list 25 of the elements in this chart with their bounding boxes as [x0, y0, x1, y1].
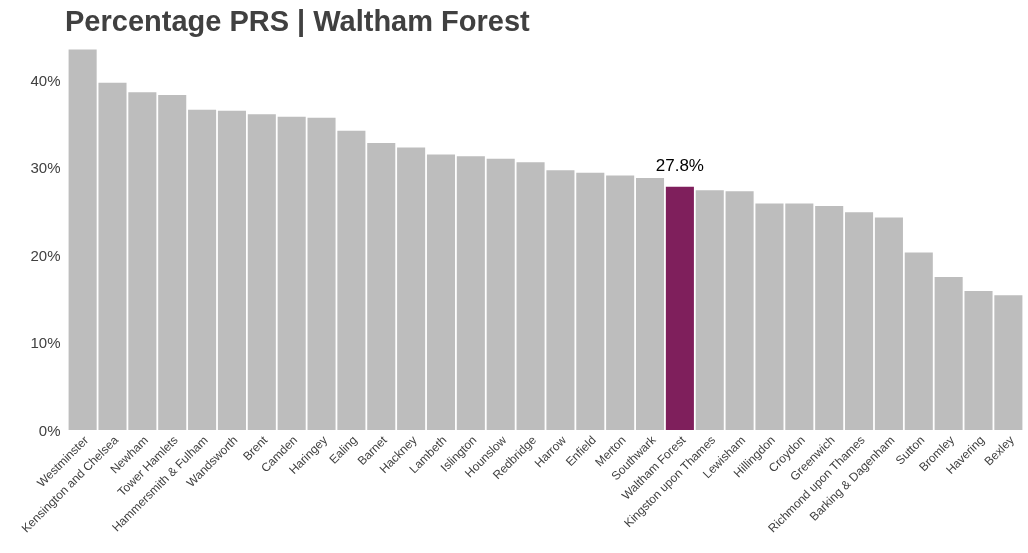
data-label: 27.8%	[655, 155, 704, 175]
chart-title: Percentage PRS | Waltham Forest	[65, 5, 531, 37]
bar	[217, 110, 246, 430]
bar	[426, 154, 456, 430]
y-tick-label: 10%	[30, 334, 61, 351]
bar	[695, 190, 724, 430]
bar	[815, 206, 844, 430]
bar	[576, 172, 605, 430]
bar	[247, 114, 276, 430]
bar	[635, 178, 665, 430]
y-tick-label: 0%	[38, 421, 61, 439]
y-tick-label: 40%	[30, 71, 61, 89]
bar	[158, 94, 187, 430]
bar	[367, 143, 396, 430]
bar	[486, 158, 515, 430]
bar	[397, 147, 426, 430]
y-tick-label: 30%	[30, 159, 61, 176]
bar	[845, 212, 874, 430]
bar	[606, 175, 635, 430]
bar	[188, 109, 217, 430]
bar	[904, 252, 933, 430]
bar	[874, 217, 903, 430]
y-tick-label: 20%	[30, 246, 61, 264]
bar	[665, 186, 694, 430]
bar	[456, 156, 485, 430]
